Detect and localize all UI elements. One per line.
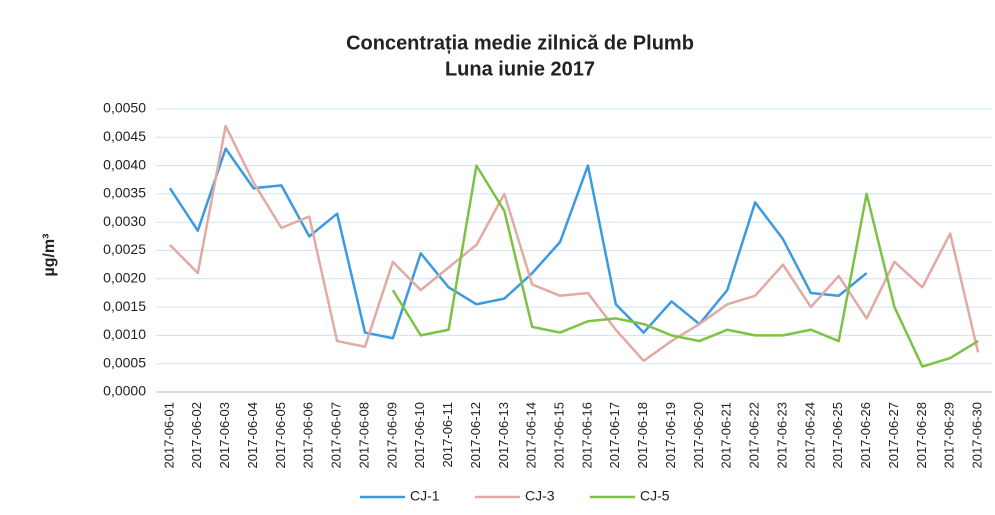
x-tick-label: 2017-06-04 — [245, 402, 260, 469]
legend-label: CJ-5 — [640, 488, 670, 504]
x-tick-label: 2017-06-18 — [635, 402, 650, 469]
y-tick-label: 0,0030 — [103, 213, 146, 229]
x-tick-label: 2017-06-26 — [858, 402, 873, 469]
x-tick-label: 2017-06-17 — [607, 402, 622, 469]
series-line — [169, 124, 980, 363]
x-tick-label: 2017-06-13 — [496, 402, 511, 469]
x-tick-label: 2017-06-08 — [356, 402, 371, 469]
y-tick-label: 0,0010 — [103, 326, 146, 342]
x-tick-label: 2017-06-10 — [412, 402, 427, 469]
x-tick-label: 2017-06-20 — [691, 402, 706, 469]
x-tick-label: 2017-06-12 — [468, 402, 483, 469]
series-line — [391, 164, 979, 368]
x-tick-label: 2017-06-16 — [579, 402, 594, 469]
x-tick-label: 2017-06-06 — [301, 402, 316, 469]
series-line — [168, 147, 868, 340]
x-tick-label: 2017-06-14 — [524, 402, 539, 469]
x-tick-label: 2017-06-02 — [189, 402, 204, 469]
y-tick-label: 0,0015 — [103, 298, 146, 314]
x-tick-label: 2017-06-21 — [719, 402, 734, 469]
y-tick-label: 0,0050 — [103, 100, 146, 116]
x-tick-label: 2017-06-28 — [914, 402, 929, 469]
legend-label: CJ-1 — [410, 488, 440, 504]
y-tick-label: 0,0025 — [103, 241, 146, 257]
y-axis-label: µg/m³ — [41, 234, 58, 277]
legend-label: CJ-3 — [525, 488, 555, 504]
x-tick-label: 2017-06-29 — [942, 402, 957, 469]
x-tick-label: 2017-06-25 — [830, 402, 845, 469]
x-tick-label: 2017-06-03 — [217, 402, 232, 469]
x-tick-label: 2017-06-11 — [440, 402, 455, 468]
x-tick-label: 2017-06-23 — [774, 402, 789, 469]
y-tick-label: 0,0005 — [103, 354, 146, 370]
y-tick-label: 0,0040 — [103, 156, 146, 172]
y-tick-label: 0,0045 — [103, 128, 146, 144]
x-tick-label: 2017-06-09 — [384, 402, 399, 469]
chart-title: Concentrația medie zilnică de Plumb — [346, 32, 694, 54]
x-tick-label: 2017-06-05 — [273, 402, 288, 469]
x-tick-label: 2017-06-01 — [161, 402, 176, 469]
x-tick-label: 2017-06-07 — [329, 402, 344, 469]
x-tick-label: 2017-06-27 — [886, 402, 901, 469]
y-tick-label: 0,0000 — [103, 383, 146, 399]
x-tick-label: 2017-06-15 — [552, 402, 567, 469]
y-tick-label: 0,0035 — [103, 185, 146, 201]
y-tick-label: 0,0020 — [103, 270, 146, 286]
x-tick-label: 2017-06-19 — [663, 402, 678, 469]
chart-subtitle: Luna iunie 2017 — [445, 58, 595, 80]
x-tick-label: 2017-06-24 — [802, 402, 817, 469]
x-tick-label: 2017-06-22 — [747, 402, 762, 469]
x-tick-label: 2017-06-30 — [970, 402, 985, 469]
